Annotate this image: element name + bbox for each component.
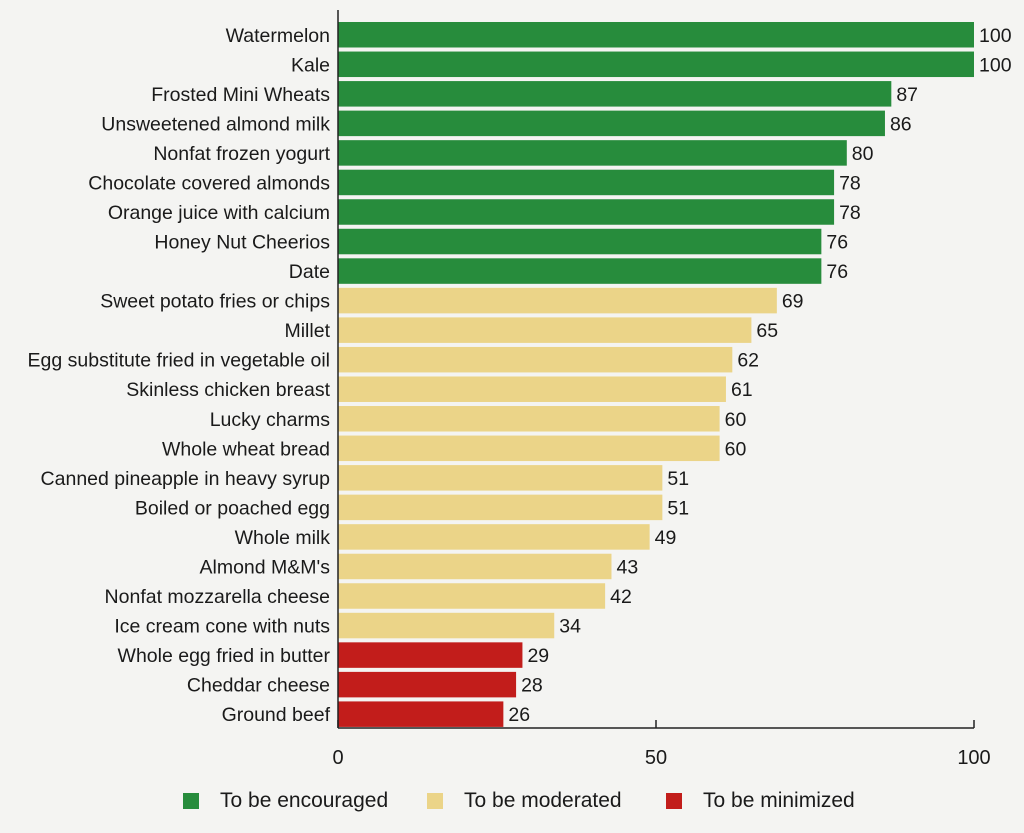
- x-tick-label: 0: [332, 747, 343, 769]
- bar: [338, 435, 720, 462]
- data-label: 29: [527, 645, 549, 667]
- category-label: Whole wheat bread: [162, 438, 330, 460]
- category-label: Millet: [284, 320, 330, 342]
- bar: [338, 465, 663, 491]
- bar: [338, 642, 523, 668]
- data-label: 43: [616, 556, 638, 578]
- data-label: 78: [839, 172, 861, 194]
- category-label: Ice cream cone with nuts: [114, 616, 330, 638]
- bar: [338, 671, 517, 698]
- category-label: Almond M&M's: [199, 556, 330, 578]
- category-label: Canned pineapple in heavy syrup: [41, 468, 331, 490]
- data-label: 100: [979, 54, 1012, 76]
- x-tick-label: 50: [645, 747, 667, 769]
- x-tick-label: 100: [957, 747, 990, 769]
- bar: [338, 317, 752, 343]
- bar: [338, 287, 777, 314]
- bar: [338, 22, 974, 48]
- data-label: 34: [559, 616, 581, 638]
- category-label: Lucky charms: [210, 409, 331, 431]
- data-label: 80: [852, 143, 874, 165]
- category-label: Ground beef: [222, 704, 331, 726]
- data-label: 61: [731, 379, 753, 401]
- category-label: Orange juice with calcium: [108, 202, 330, 224]
- bar: [338, 258, 822, 284]
- bar: [338, 81, 892, 107]
- category-label: Frosted Mini Wheats: [151, 84, 330, 106]
- bar: [338, 346, 733, 373]
- category-label: Sweet potato fries or chips: [100, 291, 330, 313]
- data-label: 76: [826, 261, 848, 283]
- data-label: 49: [655, 527, 677, 549]
- data-label: 60: [725, 409, 747, 431]
- data-label: 76: [826, 232, 848, 254]
- category-label: Whole egg fried in butter: [118, 645, 331, 667]
- legend-item-moderated: To be moderated: [427, 786, 622, 816]
- category-label: Honey Nut Cheerios: [154, 232, 330, 254]
- category-label: Date: [289, 261, 330, 283]
- bar: [338, 701, 504, 727]
- legend-swatch-moderated: [427, 793, 443, 809]
- bar: [338, 110, 885, 137]
- bar: [338, 583, 606, 609]
- data-label: 86: [890, 113, 912, 135]
- data-label: 42: [610, 586, 632, 608]
- category-label: Skinless chicken breast: [126, 379, 330, 401]
- bar: [338, 199, 835, 225]
- legend-item-minimized: To be minimized: [666, 786, 855, 816]
- category-label: Nonfat mozzarella cheese: [105, 586, 330, 608]
- bar: [338, 524, 650, 550]
- category-label: Boiled or poached egg: [135, 497, 330, 519]
- legend-label-moderated: To be moderated: [464, 789, 622, 812]
- category-label: Chocolate covered almonds: [88, 172, 330, 194]
- category-label: Kale: [291, 54, 330, 76]
- bar: [338, 612, 555, 639]
- legend-label-minimized: To be minimized: [703, 789, 855, 812]
- data-label: 28: [521, 675, 543, 697]
- data-label: 51: [667, 497, 689, 519]
- bar: [338, 169, 835, 196]
- data-label: 62: [737, 350, 759, 372]
- category-label: Unsweetened almond milk: [101, 113, 330, 135]
- legend-item-encouraged: To be encouraged: [183, 786, 388, 816]
- bar: [338, 228, 822, 255]
- bar: [338, 140, 847, 166]
- legend-swatch-encouraged: [183, 793, 199, 809]
- data-label: 87: [896, 84, 918, 106]
- legend-swatch-minimized: [666, 793, 682, 809]
- data-label: 69: [782, 291, 804, 313]
- category-label: Whole milk: [235, 527, 331, 549]
- data-label: 60: [725, 438, 747, 460]
- bar: [338, 553, 612, 580]
- category-label: Cheddar cheese: [187, 675, 330, 697]
- data-label: 51: [667, 468, 689, 490]
- data-label: 100: [979, 25, 1012, 47]
- data-label: 65: [756, 320, 778, 342]
- bar: [338, 376, 726, 402]
- data-label: 78: [839, 202, 861, 224]
- category-label: Watermelon: [226, 25, 330, 47]
- bar: [338, 51, 974, 78]
- category-label: Egg substitute fried in vegetable oil: [28, 350, 330, 372]
- chart-legend: To be encouraged To be moderated To be m…: [0, 786, 1024, 816]
- legend-label-encouraged: To be encouraged: [220, 789, 389, 812]
- category-label: Nonfat frozen yogurt: [153, 143, 330, 165]
- bar: [338, 406, 720, 432]
- bar: [338, 494, 663, 521]
- data-label: 26: [508, 704, 530, 726]
